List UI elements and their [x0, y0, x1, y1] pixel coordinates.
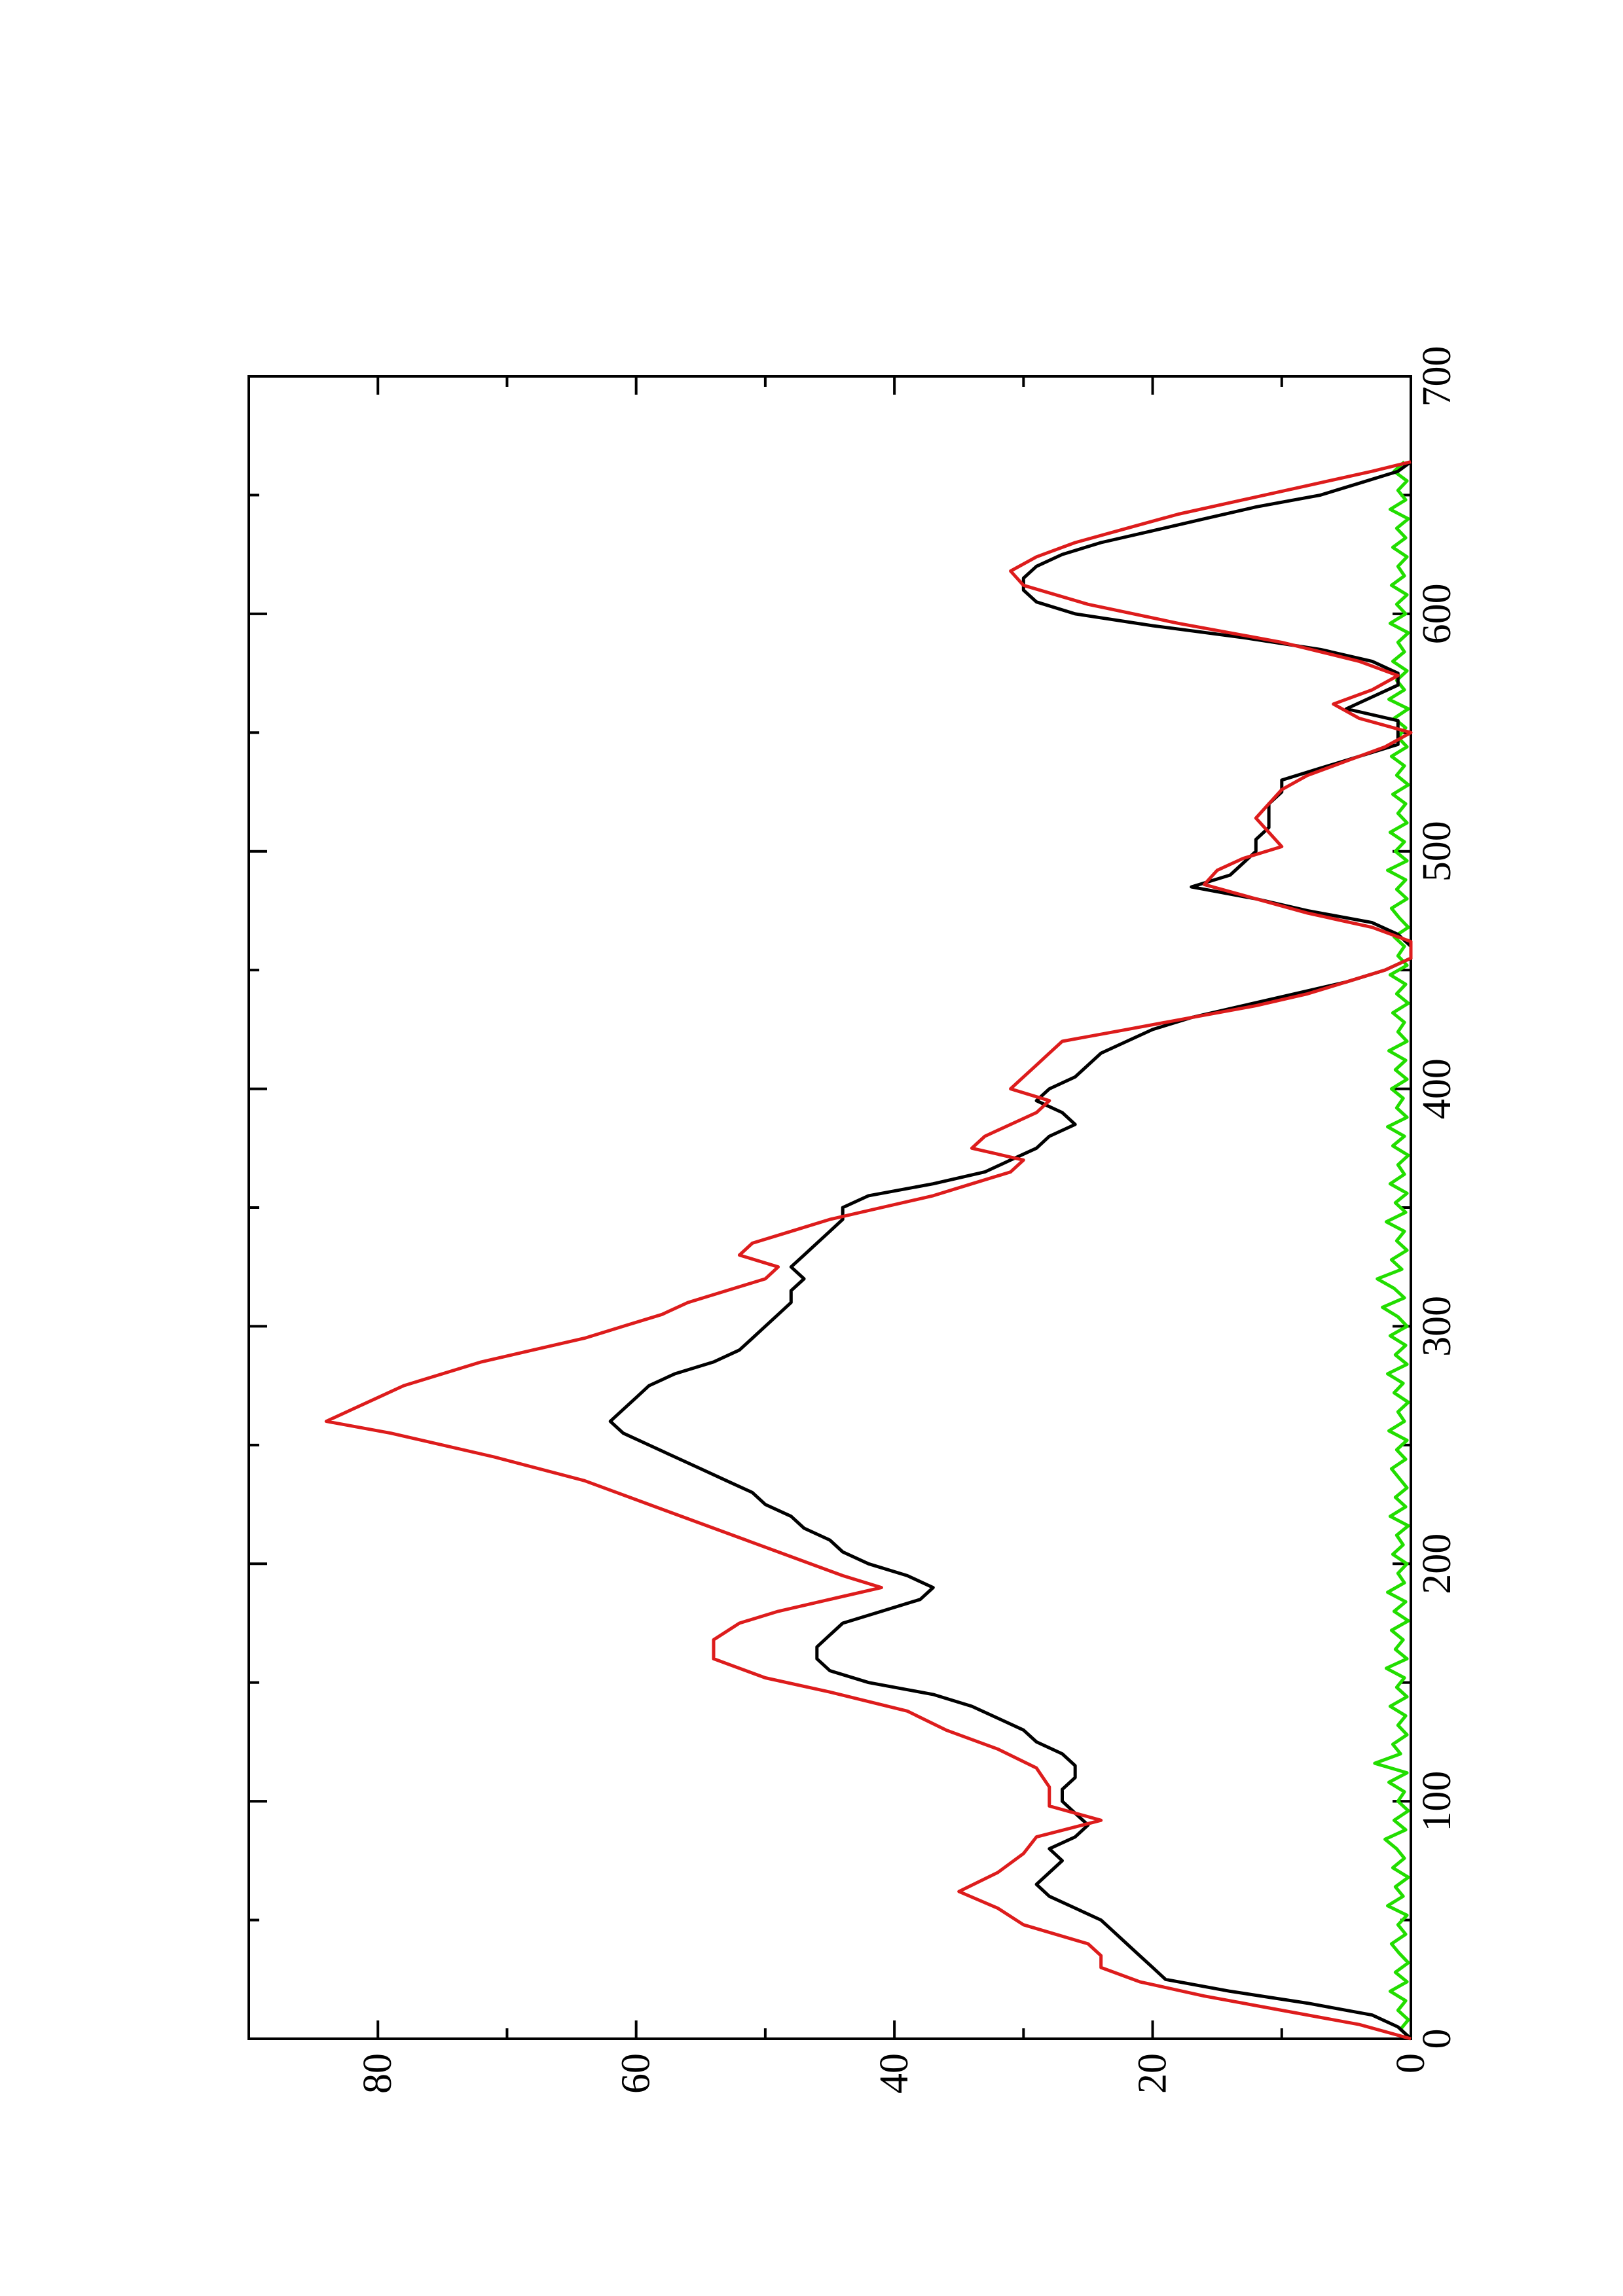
plot-frame: [247, 375, 1412, 2040]
series-line-1: [324, 460, 1413, 2041]
x-tick-label: 400: [1415, 1058, 1459, 1119]
series-line-0: [608, 460, 1413, 2040]
x-tick-label: 600: [1415, 583, 1459, 644]
series-layer: [324, 460, 1413, 2041]
y-tick-label: 60: [614, 2053, 659, 2094]
tick-labels: 0 100 200 300 400 500 600 700 0 20 40 60 80: [356, 346, 1459, 2094]
x-tick-label: 100: [1415, 1771, 1459, 1832]
y-tick-label: 40: [872, 2053, 917, 2094]
y-tick-label: 0: [1389, 2053, 1433, 2073]
y-tick-label: 20: [1131, 2053, 1175, 2094]
y-tick-label: 80: [356, 2053, 400, 2094]
x-tick-label: 200: [1415, 1534, 1459, 1594]
series-line-2: [1373, 460, 1412, 2040]
axis-ticks: [247, 375, 1412, 2040]
x-tick-label: 500: [1415, 821, 1459, 882]
x-tick-label: 0: [1415, 2029, 1459, 2049]
x-tick-label: 700: [1415, 346, 1459, 407]
x-tick-label: 300: [1415, 1296, 1459, 1357]
